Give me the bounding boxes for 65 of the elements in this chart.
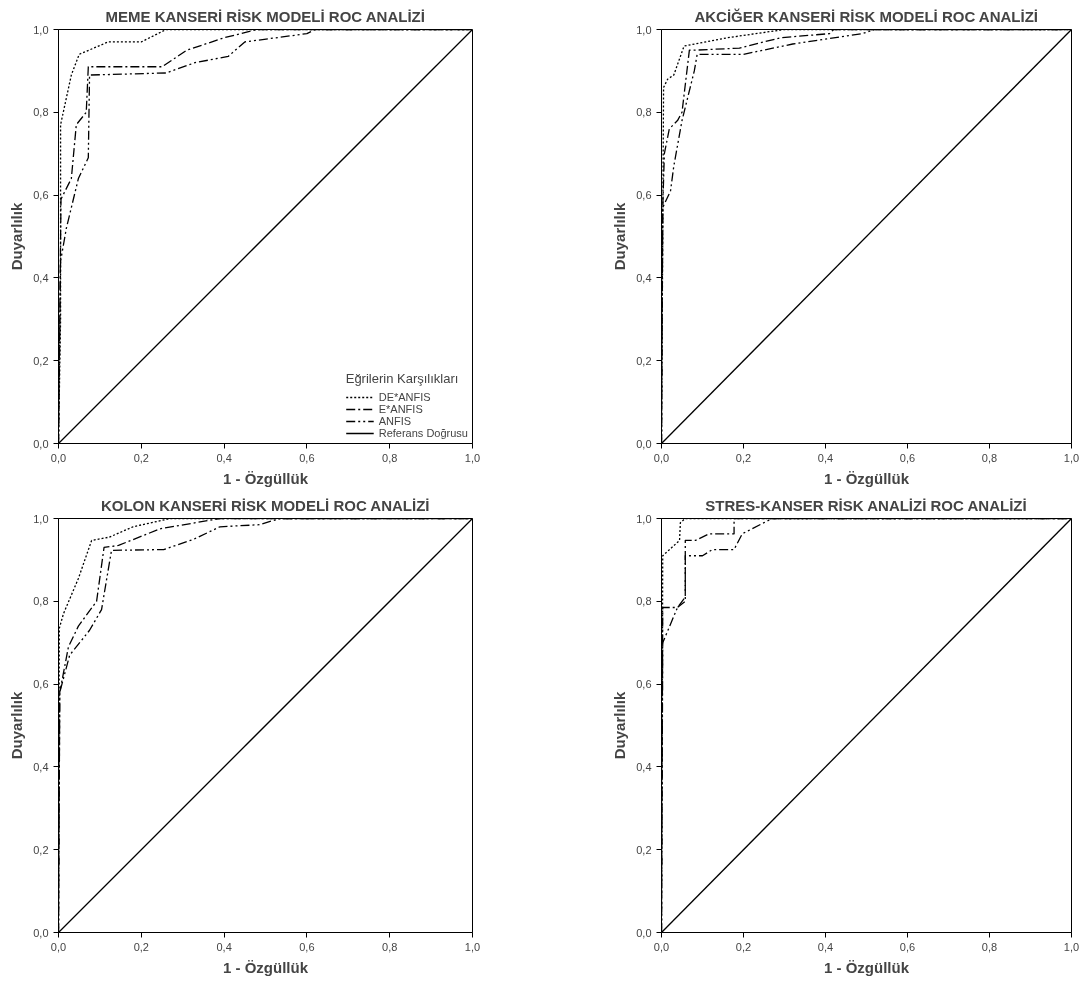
y-tick-label: 0,6 — [33, 678, 49, 691]
y-tick-label: 0,2 — [33, 843, 49, 856]
x-tick-label: 0,8 — [382, 940, 398, 953]
y-axis-title: Duyarlılık — [8, 691, 26, 760]
x-axis-title: 1 - Özgüllük — [223, 469, 309, 487]
x-axis-title: 1 - Özgüllük — [223, 958, 309, 976]
y-tick-label: 0,8 — [636, 595, 652, 608]
y-tick-label: 0,8 — [33, 595, 49, 608]
x-tick-label: 0,6 — [899, 451, 916, 464]
y-tick-label: 0,0 — [33, 926, 49, 939]
chart-title: KOLON KANSERİ RİSK MODELİ ROC ANALİZİ — [100, 496, 430, 514]
x-tick-label: 0,2 — [735, 451, 752, 464]
y-tick-label: 0,8 — [33, 106, 49, 119]
y-axis-title: Duyarlılık — [8, 202, 26, 271]
x-tick-label: 0,4 — [817, 451, 834, 464]
x-tick-label: 0,0 — [653, 940, 670, 953]
x-tick-label: 1,0 — [1063, 451, 1080, 464]
y-tick-label: 0,4 — [33, 271, 49, 284]
y-tick-label: 0,4 — [636, 760, 652, 773]
x-tick-label: 0,6 — [299, 451, 315, 464]
y-tick-label: 1,0 — [33, 512, 49, 525]
x-tick-label: 0,2 — [133, 451, 149, 464]
x-tick-label: 0,0 — [50, 451, 67, 464]
legend-title: Eğrilerin Karşılıkları — [345, 371, 460, 386]
x-tick-label: 0,4 — [817, 940, 834, 953]
y-axis-title: Duyarlılık — [611, 202, 629, 271]
y-tick-label: 0,8 — [636, 106, 652, 119]
chart-title: AKCİĞER KANSERİ RİSK MODELİ ROC ANALİZİ — [694, 7, 1039, 25]
y-tick-label: 1,0 — [636, 512, 652, 525]
x-tick-label: 1,0 — [464, 940, 481, 953]
y-tick-label: 0,0 — [33, 437, 49, 450]
legend-label: Referans Doğrusu — [378, 427, 468, 439]
legend-label: E*ANFIS — [378, 403, 423, 415]
chart-title: MEME KANSERİ RİSK MODELİ ROC ANALİZİ — [105, 7, 425, 25]
y-tick-label: 1,0 — [636, 23, 652, 36]
x-tick-label: 1,0 — [1063, 940, 1080, 953]
x-tick-label: 0,6 — [299, 940, 315, 953]
y-tick-label: 0,6 — [636, 189, 652, 202]
y-tick-label: 0,6 — [33, 189, 49, 202]
y-tick-label: 0,0 — [636, 926, 652, 939]
x-tick-label: 1,0 — [464, 451, 481, 464]
y-tick-label: 0,4 — [636, 271, 652, 284]
y-tick-label: 1,0 — [33, 23, 49, 36]
chart-title: STRES-KANSER RİSK ANALİZİ ROC ANALİZİ — [705, 496, 1027, 514]
legend-label: DE*ANFIS — [378, 391, 431, 403]
y-tick-label: 0,2 — [636, 843, 652, 856]
y-tick-label: 0,2 — [636, 354, 652, 367]
x-tick-label: 0,8 — [981, 451, 998, 464]
y-tick-label: 0,0 — [636, 437, 652, 450]
x-tick-label: 0,4 — [216, 940, 232, 953]
y-axis-title: Duyarlılık — [611, 691, 629, 760]
x-axis-title: 1 - Özgüllük — [824, 958, 910, 976]
x-tick-label: 0,0 — [50, 940, 67, 953]
x-tick-label: 0,2 — [735, 940, 752, 953]
x-axis-title: 1 - Özgüllük — [824, 469, 910, 487]
x-tick-label: 0,6 — [899, 940, 916, 953]
x-tick-label: 0,8 — [981, 940, 998, 953]
x-tick-label: 0,2 — [133, 940, 149, 953]
x-tick-label: 0,0 — [653, 451, 670, 464]
y-tick-label: 0,6 — [636, 678, 652, 691]
y-tick-label: 0,2 — [33, 354, 49, 367]
x-tick-label: 0,8 — [382, 451, 398, 464]
x-tick-label: 0,4 — [216, 451, 232, 464]
y-tick-label: 0,4 — [33, 760, 49, 773]
legend-label: ANFIS — [378, 415, 412, 427]
